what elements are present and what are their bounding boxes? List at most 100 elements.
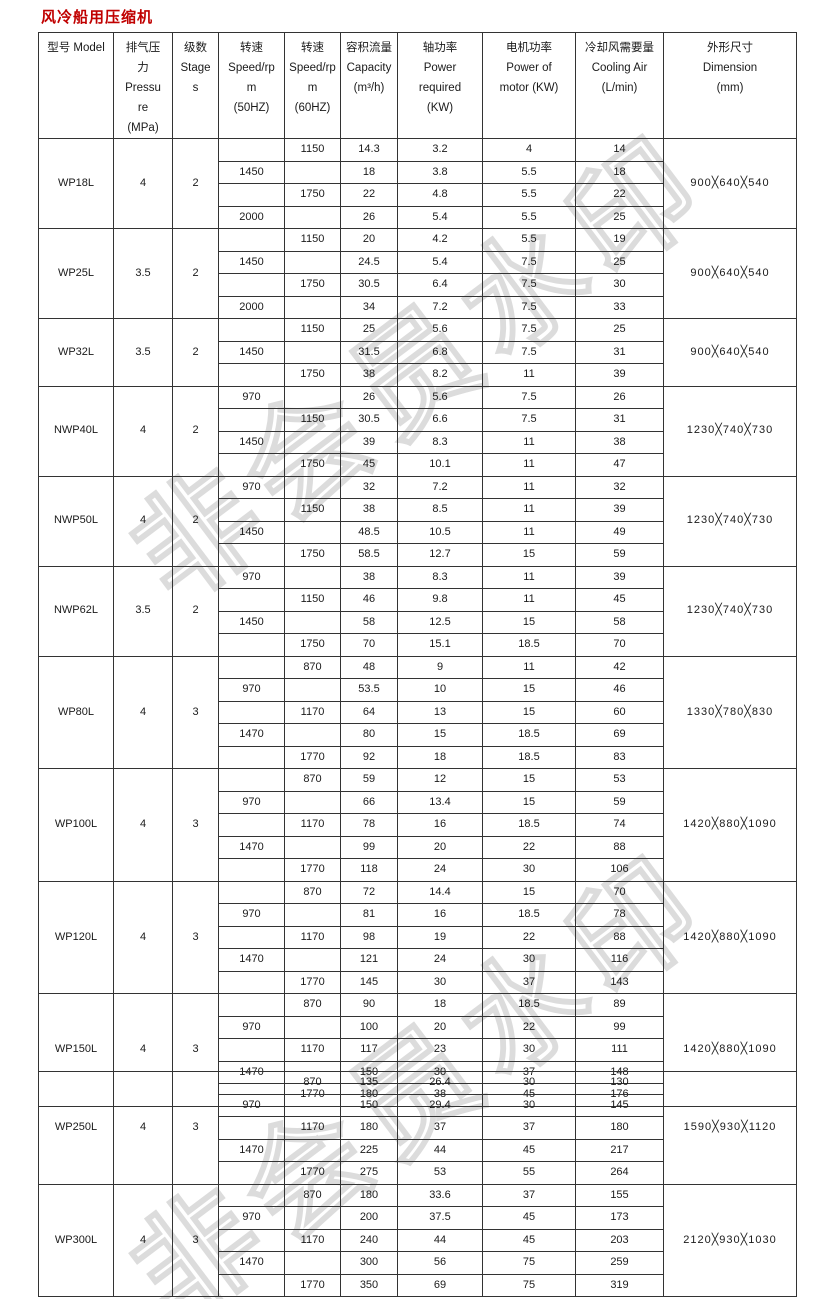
speed50-cell: 1450 bbox=[218, 250, 285, 274]
motor-power-cell: 18.5 bbox=[482, 745, 576, 769]
capacity-cell: 64 bbox=[340, 700, 398, 724]
cooling-air-cell: 19 bbox=[575, 228, 664, 252]
power-required-cell: 5.6 bbox=[397, 318, 483, 342]
speed60-cell: 1170 bbox=[284, 1228, 341, 1252]
speed60-cell: 870 bbox=[284, 655, 341, 679]
capacity-cell: 46 bbox=[340, 588, 398, 612]
speed60-cell: 1750 bbox=[284, 183, 341, 207]
speed60-cell bbox=[284, 790, 341, 814]
speed50-cell: 1450 bbox=[218, 520, 285, 544]
model-cell: WP300L bbox=[38, 1183, 114, 1297]
speed60-cell bbox=[284, 250, 341, 274]
speed60-cell: 1170 bbox=[284, 1038, 341, 1062]
cooling-air-cell: 70 bbox=[575, 633, 664, 657]
dimension-cell: 1230╳740╳730 bbox=[663, 475, 797, 567]
table-row: WP300L 4 3 870 180 33.6 37 155 2120╳930╳1030 bbox=[38, 1183, 797, 1297]
speed50-cell bbox=[218, 1071, 285, 1095]
table-row: 1170 240 44 45 203 bbox=[39, 1228, 797, 1252]
speed60-cell bbox=[284, 1138, 341, 1162]
header-cell-9: 外形尺寸 Dimension (mm) bbox=[663, 32, 797, 139]
power-required-cell: 9.8 bbox=[397, 588, 483, 612]
motor-power-cell: 18.5 bbox=[482, 993, 576, 1017]
cooling-air-cell: 173 bbox=[575, 1206, 664, 1230]
power-required-cell: 12.5 bbox=[397, 610, 483, 634]
capacity-cell: 300 bbox=[340, 1251, 398, 1275]
cooling-air-cell: 78 bbox=[575, 903, 664, 927]
compressor-spec-table-bottom: WP250L 4 3 870 135 26.4 30 130 1590╳930╳1120 970 1… bbox=[38, 1071, 797, 1297]
motor-power-cell: 11 bbox=[482, 430, 576, 454]
header-cell-7: 电机功率 Power of motor (KW) bbox=[482, 32, 576, 139]
speed60-cell: 1770 bbox=[284, 1273, 341, 1297]
speed60-cell: 1750 bbox=[284, 453, 341, 477]
cooling-air-cell: 88 bbox=[575, 925, 664, 949]
capacity-cell: 58 bbox=[340, 610, 398, 634]
stages-cell: 2 bbox=[172, 385, 219, 477]
table-row: NWP62L 3.5 2 970 38 8.3 11 39 1230╳740╳730 bbox=[38, 565, 797, 657]
power-required-cell: 3.2 bbox=[397, 138, 483, 162]
power-required-cell: 37.5 bbox=[397, 1206, 483, 1230]
table-row: 2000 26 5.4 5.5 25 bbox=[39, 205, 797, 229]
pressure-cell: 4 bbox=[113, 138, 173, 229]
speed50-cell bbox=[218, 453, 285, 477]
pressure-cell: 4 bbox=[113, 768, 173, 882]
speed60-cell: 1170 bbox=[284, 925, 341, 949]
table-row: 1450 39 8.3 11 38 bbox=[39, 430, 797, 454]
dimension-cell: 1420╳880╳1090 bbox=[663, 768, 797, 882]
capacity-cell: 100 bbox=[340, 1015, 398, 1039]
capacity-cell: 150 bbox=[340, 1093, 398, 1117]
speed50-cell bbox=[218, 745, 285, 769]
cooling-air-cell: 58 bbox=[575, 610, 664, 634]
speed50-cell bbox=[218, 1183, 285, 1207]
pressure-cell: 4 bbox=[113, 655, 173, 769]
capacity-cell: 90 bbox=[340, 993, 398, 1017]
motor-power-cell: 7.5 bbox=[482, 318, 576, 342]
pressure-cell: 4 bbox=[113, 385, 173, 477]
stages-cell: 2 bbox=[172, 565, 219, 657]
speed50-cell bbox=[218, 813, 285, 837]
speed60-cell bbox=[284, 1093, 341, 1117]
speed60-cell: 870 bbox=[284, 1071, 341, 1095]
speed60-cell: 1750 bbox=[284, 543, 341, 567]
motor-power-cell: 22 bbox=[482, 835, 576, 859]
motor-power-cell: 30 bbox=[482, 1038, 576, 1062]
power-required-cell: 12 bbox=[397, 768, 483, 792]
cooling-air-cell: 14 bbox=[575, 138, 664, 162]
speed50-cell bbox=[218, 925, 285, 949]
motor-power-cell: 15 bbox=[482, 880, 576, 904]
table-row: 1470 121 24 30 116 bbox=[39, 948, 797, 972]
motor-power-cell: 45 bbox=[482, 1228, 576, 1252]
capacity-cell: 118 bbox=[340, 858, 398, 882]
table-row: WP32L 3.5 2 1150 25 5.6 7.5 25 900╳640╳540 bbox=[38, 318, 797, 387]
capacity-cell: 34 bbox=[340, 295, 398, 319]
power-required-cell: 33.6 bbox=[397, 1183, 483, 1207]
speed50-cell: 2000 bbox=[218, 205, 285, 229]
power-required-cell: 16 bbox=[397, 903, 483, 927]
table-row: 1770 275 53 55 264 bbox=[39, 1161, 797, 1185]
speed60-cell: 1750 bbox=[284, 273, 341, 297]
speed50-cell: 1470 bbox=[218, 723, 285, 747]
table-row: 1450 31.5 6.8 7.5 31 bbox=[39, 340, 797, 364]
pressure-cell: 3.5 bbox=[113, 228, 173, 319]
speed50-cell: 970 bbox=[218, 565, 285, 589]
capacity-cell: 30.5 bbox=[340, 273, 398, 297]
motor-power-cell: 37 bbox=[482, 1116, 576, 1140]
speed60-cell: 1770 bbox=[284, 970, 341, 994]
speed50-cell bbox=[218, 880, 285, 904]
speed50-cell bbox=[218, 318, 285, 342]
cooling-air-cell: 99 bbox=[575, 1015, 664, 1039]
table-row: 1170 117 23 30 111 bbox=[39, 1038, 797, 1062]
cooling-air-cell: 180 bbox=[575, 1116, 664, 1140]
compressor-spec-table-main: 型号 Model 排气压力 Pressu re (MPa) 级数 Stage s 转速 Speed… bbox=[38, 32, 797, 1107]
speed60-cell bbox=[284, 1251, 341, 1275]
cooling-air-cell: 25 bbox=[575, 318, 664, 342]
speed50-cell: 970 bbox=[218, 790, 285, 814]
power-required-cell: 53 bbox=[397, 1161, 483, 1185]
dimension-cell: 2120╳930╳1030 bbox=[663, 1183, 797, 1297]
speed50-cell bbox=[218, 228, 285, 252]
stages-cell: 3 bbox=[172, 880, 219, 994]
table-row: NWP40L 4 2 970 26 5.6 7.5 26 1230╳740╳730 bbox=[38, 385, 797, 477]
speed50-cell bbox=[218, 993, 285, 1017]
cooling-air-cell: 217 bbox=[575, 1138, 664, 1162]
header-cell-4: 转速 Speed/rp m (60HZ) bbox=[284, 32, 341, 139]
motor-power-cell: 45 bbox=[482, 1206, 576, 1230]
